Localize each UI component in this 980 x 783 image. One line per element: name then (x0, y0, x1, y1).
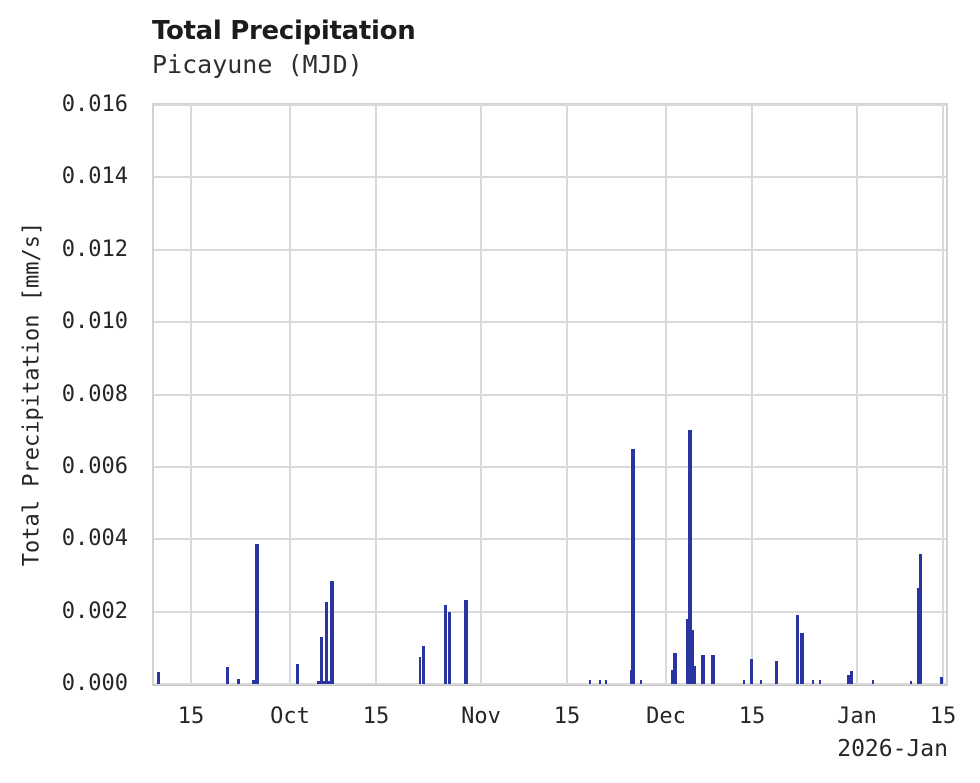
x-gridline (375, 105, 377, 684)
precip-bar (743, 680, 746, 684)
precip-bar (226, 667, 230, 684)
y-tick-label: 0.010 (61, 309, 128, 334)
y-gridline (154, 104, 946, 106)
precip-bar (917, 588, 920, 684)
chart-title: Total Precipitation (152, 16, 416, 46)
y-tick-label: 0.012 (61, 237, 128, 262)
precip-bar (759, 680, 762, 684)
x-tick-label: Dec (646, 704, 686, 729)
x-tick-label: 15 (929, 704, 957, 729)
precip-bar (157, 672, 161, 684)
y-tick-label: 0.016 (61, 92, 128, 117)
x-gridline (190, 105, 192, 684)
y-axis-tick-labels: 0.000 0.002 0.004 0.006 0.008 0.010 0.012 0.014… (0, 92, 128, 696)
x-tick-label: Jan (837, 704, 877, 729)
precip-bar (639, 680, 642, 684)
precip-bar (693, 665, 696, 684)
precip-bar (447, 612, 451, 684)
precip-bar (319, 637, 323, 684)
precip-bar (419, 656, 422, 684)
precip-bar (849, 671, 853, 684)
y-gridline (154, 176, 946, 178)
x-tick-label: 15 (553, 704, 581, 729)
y-tick-label: 0.000 (61, 671, 128, 696)
x-gridline (566, 105, 568, 684)
y-tick-label: 0.002 (61, 599, 128, 624)
precip-bar (254, 544, 259, 684)
precip-bar (630, 449, 635, 684)
x-gridline (480, 105, 482, 684)
precip-bar (463, 600, 468, 684)
precip-bar (251, 680, 255, 684)
x-gridline (665, 105, 667, 684)
y-tick-label: 0.014 (61, 164, 128, 189)
y-gridline (154, 466, 946, 468)
x-gridline (942, 105, 944, 684)
precip-bar (629, 669, 632, 684)
x-gridline (751, 105, 753, 684)
x-gridline (856, 105, 858, 684)
precip-bar (700, 655, 705, 684)
precip-bar (295, 664, 299, 684)
precip-bar (604, 680, 607, 684)
y-gridline (154, 611, 946, 613)
x-tick-label: 15 (738, 704, 766, 729)
chart-subtitle: Picayune (MJD) (152, 50, 363, 79)
precip-bar (910, 681, 913, 684)
x-axis-offset-label: 2026-Jan (837, 736, 948, 762)
x-axis-tick-labels: 15 Oct 15 Nov 15 Dec 15 Jan 15 (154, 704, 957, 734)
precip-bar (691, 629, 694, 684)
precip-bar (588, 680, 591, 684)
precip-bar (443, 605, 447, 684)
precip-bar (872, 680, 875, 684)
precip-bar (671, 669, 674, 684)
y-tick-label: 0.006 (61, 454, 128, 479)
precip-bar (237, 678, 240, 684)
precip-bar (324, 601, 328, 684)
precip-bar (421, 646, 425, 684)
x-tick-label: Nov (461, 704, 501, 729)
precip-bar (711, 655, 716, 684)
precip-bar (598, 680, 601, 684)
x-tick-label: 15 (362, 704, 390, 729)
y-gridline (154, 249, 946, 251)
precip-bar (749, 658, 753, 684)
x-tick-label: Oct (270, 704, 310, 729)
precip-bar (811, 680, 814, 684)
precip-bar (818, 680, 821, 684)
y-gridline (154, 538, 946, 540)
precip-bar (846, 675, 850, 684)
y-gridline (154, 394, 946, 396)
y-gridline (154, 683, 946, 685)
precip-bar (330, 580, 335, 684)
precip-bar (686, 618, 690, 684)
precip-bar (774, 660, 778, 684)
precip-bar (688, 430, 693, 684)
precip-bar (800, 633, 805, 684)
precip-bar (672, 653, 677, 684)
y-tick-label: 0.004 (61, 526, 128, 551)
precip-bar (939, 676, 943, 684)
x-tick-label: 15 (177, 704, 205, 729)
y-tick-label: 0.008 (61, 382, 128, 407)
y-gridline (154, 321, 946, 323)
plot-area (152, 103, 948, 686)
precip-bar (795, 615, 799, 684)
x-gridline (289, 105, 291, 684)
precip-bar (918, 553, 922, 684)
